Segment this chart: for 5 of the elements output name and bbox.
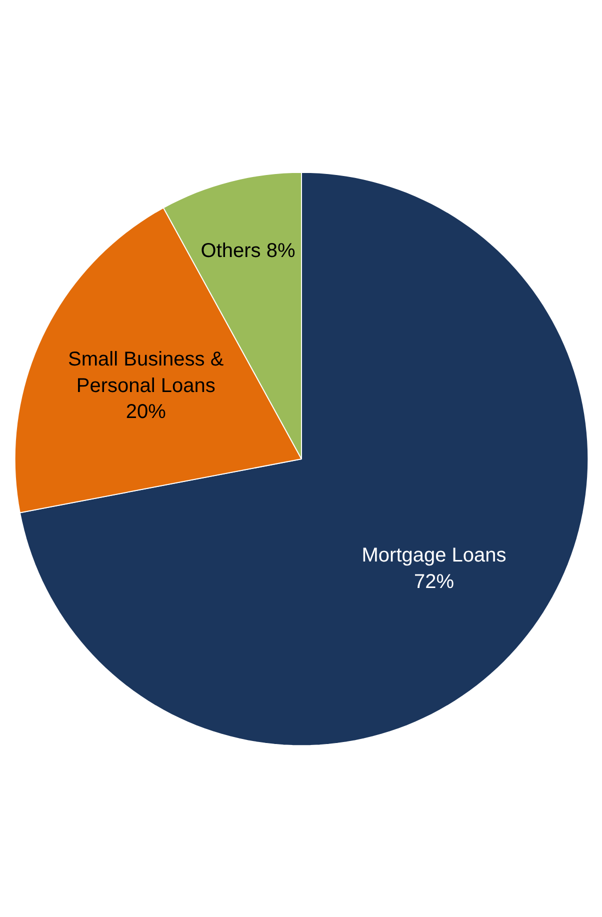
slice-label: Others 8% (200, 240, 296, 262)
data-label: 72% (414, 570, 454, 593)
slice-label: Small Business & Personal Loans (68, 348, 224, 397)
data-label: 20% (126, 401, 166, 424)
slice-label: Mortgage Loans (362, 544, 506, 566)
